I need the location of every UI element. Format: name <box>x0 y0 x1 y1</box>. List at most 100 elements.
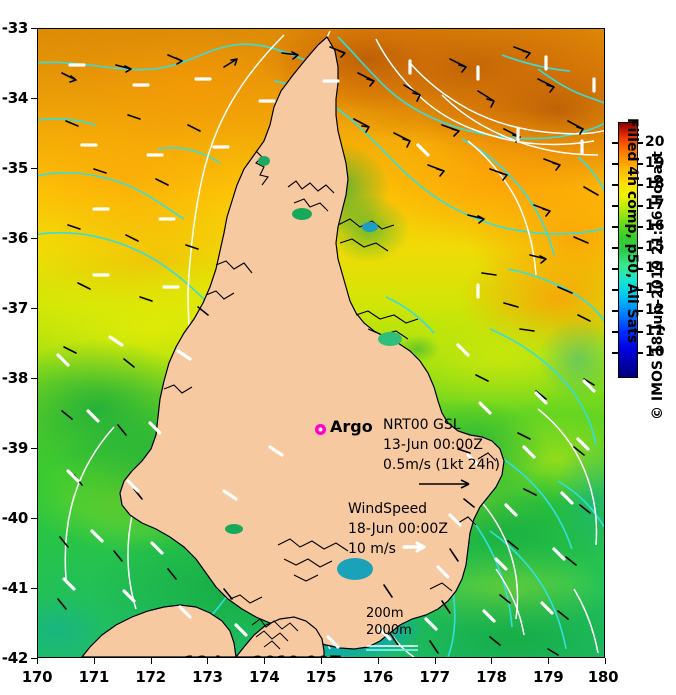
y-tickmark <box>31 98 37 99</box>
x-tick-label: 173 <box>192 668 223 686</box>
colorbar-tickmark <box>638 310 643 312</box>
current-arrows <box>57 46 599 656</box>
x-tick-label: 180 <box>587 668 619 686</box>
y-tickmark <box>31 448 37 449</box>
x-tickmark <box>150 658 152 664</box>
colorbar-tickmark <box>612 352 618 354</box>
y-tickmark <box>31 28 37 29</box>
y-tick-label: -34 <box>1 89 29 107</box>
colorbar-tickmark <box>612 268 618 270</box>
x-tickmark <box>377 658 379 664</box>
colorbar-gradient <box>618 122 638 378</box>
x-tickmark <box>37 658 38 664</box>
colorbar-tick-label: 12 <box>645 302 665 318</box>
colorbar-tickmark <box>638 226 643 228</box>
colorbar-tickmark <box>638 352 643 354</box>
x-tickmark <box>321 658 322 664</box>
depth-legend: 200m 2000m <box>366 605 424 657</box>
wind-legend: WindSpeed 18-Jun 00:00Z 10 m/s <box>348 499 448 559</box>
x-tick-label: 171 <box>78 668 110 686</box>
x-tickmark <box>93 658 95 664</box>
x-tick-label: 177 <box>419 668 450 686</box>
map-plot-area[interactable]: Argo NRT00 GSL 13-Jun 00:00Z 0.5m/s (1kt… <box>37 28 605 658</box>
colorbar-tickmark <box>612 310 618 312</box>
colorbar-tick-label: 14 <box>645 260 665 276</box>
y-tickmark <box>31 588 37 589</box>
y-tick-label: -37 <box>1 299 29 317</box>
colorbar-tick-label: 13 <box>645 281 665 297</box>
wind-legend-arrow <box>402 539 430 559</box>
colorbar-tick-label: 15 <box>645 239 665 255</box>
y-tick-label: -40 <box>1 509 29 527</box>
colorbar-tick-label: 10 <box>645 344 665 360</box>
colorbar-tickmark <box>638 268 643 270</box>
colorbar-tick-label: 20 <box>645 134 665 150</box>
current-legend-line1: NRT00 GSL <box>383 417 461 433</box>
y-tickmark <box>31 238 37 239</box>
marlborough-sounds-detail <box>251 618 299 650</box>
colorbar-tickmark <box>638 142 643 144</box>
current-legend-line2: 13-Jun 00:00Z <box>383 437 483 453</box>
colorbar-tickmark <box>612 142 618 144</box>
x-tick-label: 172 <box>135 668 166 686</box>
x-tick-label: 179 <box>532 668 564 686</box>
wind-arrows <box>56 55 596 649</box>
x-tickmark <box>548 658 550 664</box>
wind-legend-line2: 18-Jun 00:00Z <box>348 521 448 537</box>
new-zealand-landmass <box>119 36 505 650</box>
y-tickmark <box>31 308 37 309</box>
x-tick-label: 174 <box>248 668 280 686</box>
colorbar-title: Filled 4h comp, p50, All Sats <box>624 118 640 344</box>
wind-legend-line1: WindSpeed <box>348 501 428 517</box>
x-tickmark <box>264 658 266 664</box>
y-tickmark <box>31 168 37 169</box>
x-tick-label: 170 <box>21 668 53 686</box>
x-tickmark <box>207 658 209 664</box>
x-tickmark <box>491 658 493 664</box>
y-tickmark <box>31 518 37 519</box>
colorbar-tickmark <box>612 247 618 249</box>
x-tick-label: 175 <box>305 668 337 686</box>
colorbar[interactable]: 20 19 18 17 16 15 14 13 12 11 10 <box>612 118 676 386</box>
colorbar-tickmark <box>638 205 643 207</box>
y-tick-label: -36 <box>1 229 29 247</box>
argo-label: Argo <box>330 417 373 436</box>
colorbar-tick-label: 19 <box>645 155 665 171</box>
x-tickmark <box>434 658 436 664</box>
colorbar-tick-label: 11 <box>645 323 665 339</box>
y-tickmark <box>31 378 37 379</box>
colorbar-tickmark <box>612 289 618 291</box>
y-tick-label: -38 <box>1 369 29 387</box>
y-tickmark <box>31 658 37 659</box>
colorbar-tickmark <box>638 289 643 291</box>
x-tickmark <box>605 658 606 664</box>
colorbar-tickmark <box>612 226 618 228</box>
argo-marker[interactable] <box>314 421 327 435</box>
depth-2000m-label: 2000m <box>366 623 412 638</box>
colorbar-tick-label: 17 <box>645 197 665 213</box>
colorbar-tickmark <box>612 331 618 333</box>
map-canvas <box>38 29 604 657</box>
coastline-detail <box>163 150 497 604</box>
colorbar-tick-label: 16 <box>645 218 665 234</box>
colorbar-tickmark <box>638 184 643 186</box>
depth-200m-label: 200m <box>366 606 404 621</box>
inland-water <box>225 156 402 580</box>
colorbar-tickmark <box>638 247 643 249</box>
colorbar-tick-label: 18 <box>645 176 665 192</box>
x-tick-label: 176 <box>362 668 394 686</box>
y-tick-label: -39 <box>1 439 29 457</box>
colorbar-tickmark <box>612 163 618 165</box>
colorbar-tickmark <box>638 163 643 165</box>
colorbar-tickmark <box>612 205 618 207</box>
y-tick-label: -41 <box>1 579 29 597</box>
south-island-landmass <box>81 604 325 657</box>
y-tick-label: -33 <box>1 19 29 37</box>
y-tick-label: -35 <box>1 159 29 177</box>
colorbar-tickmark <box>638 331 643 333</box>
x-tick-label: 178 <box>476 668 507 686</box>
current-legend-line3: 0.5m/s (1kt 24h) <box>383 457 500 473</box>
credit-text: © IMOS 18-Jun-2019 21:16 Hobart <box>650 151 666 420</box>
wind-legend-line3: 10 m/s <box>348 541 396 557</box>
